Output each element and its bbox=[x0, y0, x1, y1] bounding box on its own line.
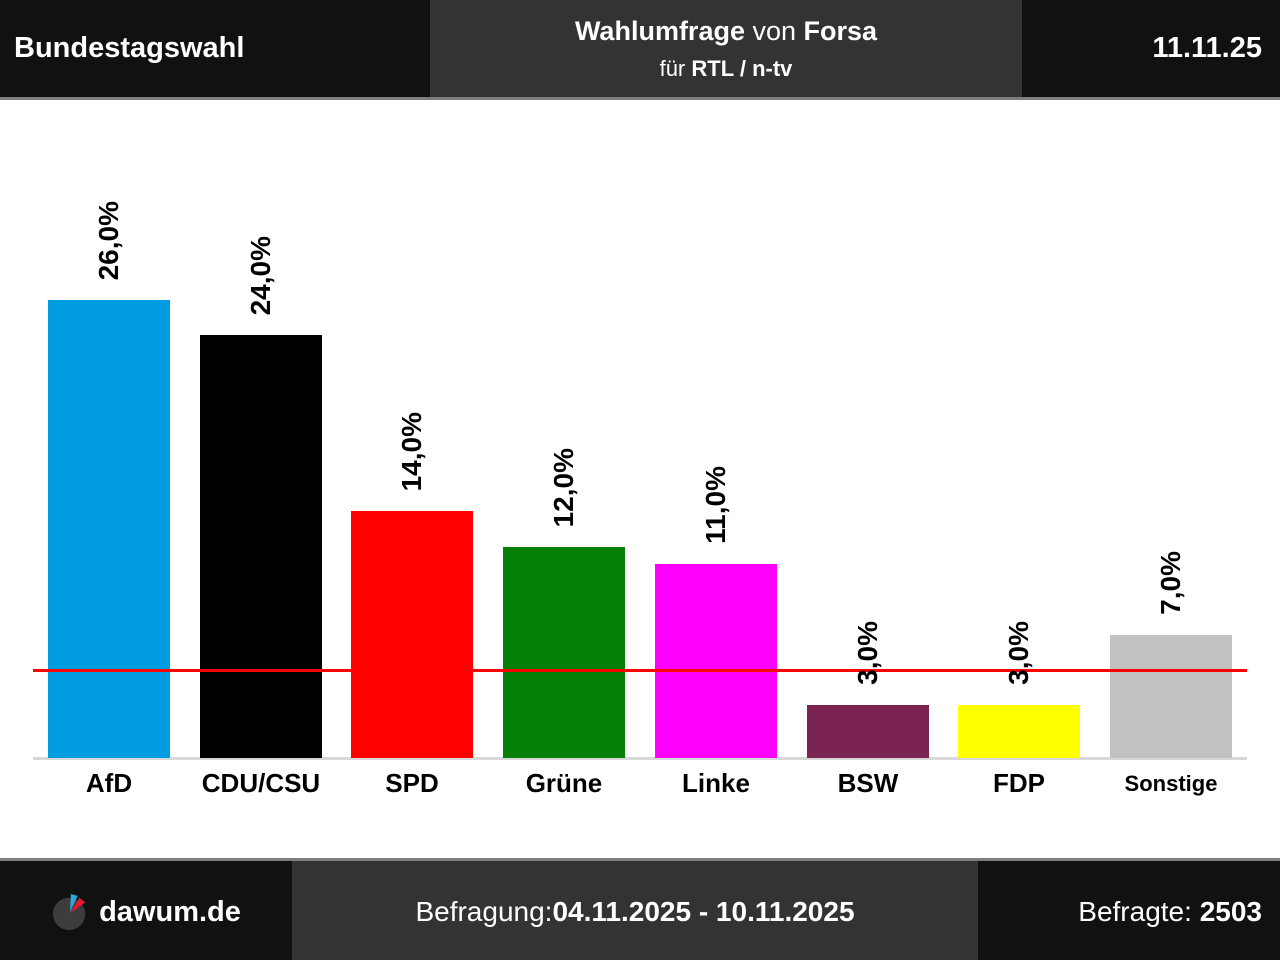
value-label-spd: 14,0% bbox=[396, 411, 427, 491]
value-label-afd: 26,0% bbox=[93, 200, 124, 280]
value-label-cdu-csu: 24,0% bbox=[245, 235, 276, 315]
header: Bundestagswahl Wahlumfrage von Forsa für… bbox=[0, 0, 1280, 100]
bar-fdp bbox=[958, 705, 1080, 758]
bar-sonstige bbox=[1110, 635, 1232, 758]
poll-title-panel: Wahlumfrage von Forsa für RTL / n-tv bbox=[430, 0, 1022, 97]
chart: 26,0% AfD 24,0% CDU/CSU 14,0% SPD 12,0% Grüne 11… bbox=[0, 100, 1280, 858]
poll-title-von: von bbox=[744, 15, 804, 46]
value-label-sonstige: 7,0% bbox=[1155, 551, 1186, 615]
poll-title-type: Wahlumfrage bbox=[574, 15, 745, 46]
respondents-panel: Befragte: 2503 bbox=[978, 861, 1280, 960]
party-label-fdp: FDP bbox=[993, 768, 1045, 798]
publication-date: 11.11.25 bbox=[1022, 0, 1280, 97]
election-title: Bundestagswahl bbox=[0, 0, 430, 97]
bar-cdu-csu bbox=[200, 335, 322, 758]
bar-bsw bbox=[807, 705, 929, 758]
party-label-afd: AfD bbox=[85, 768, 133, 798]
poll-client: RTL / n-tv bbox=[691, 55, 793, 81]
respondents-label: Befragte: bbox=[1078, 896, 1192, 927]
respondents-value: 2503 bbox=[1199, 896, 1262, 927]
value-label-fdp: 3,0% bbox=[1003, 621, 1034, 685]
footer: dawum.de Befragung: 04.11.2025 - 10.11.2… bbox=[0, 858, 1280, 960]
party-label-bsw: BSW bbox=[837, 768, 899, 798]
party-label-spd: SPD bbox=[385, 768, 439, 798]
brand-panel: dawum.de bbox=[0, 861, 292, 960]
bar-gr-ne bbox=[503, 547, 625, 758]
bar-afd bbox=[48, 300, 170, 758]
value-label-linke: 11,0% bbox=[700, 466, 731, 544]
party-label-gr-ne: Grüne bbox=[525, 768, 603, 798]
party-label-sonstige: Sonstige bbox=[1124, 771, 1218, 796]
survey-period-panel: Befragung: 04.11.2025 - 10.11.2025 bbox=[292, 861, 978, 960]
party-label-cdu-csu: CDU/CSU bbox=[201, 768, 321, 798]
value-label-bsw: 3,0% bbox=[852, 621, 883, 685]
dawum-pie-chart-logo-icon bbox=[52, 893, 86, 931]
party-label-linke: Linke bbox=[682, 768, 750, 798]
survey-period-value: 04.11.2025 - 10.11.2025 bbox=[552, 896, 855, 927]
chart-baseline bbox=[33, 757, 1247, 760]
bar-linke bbox=[655, 564, 777, 758]
poll-subtitle: für RTL / n-tv bbox=[660, 56, 793, 82]
five-percent-threshold-line bbox=[33, 669, 1247, 672]
bar-spd bbox=[351, 511, 473, 758]
poll-institute: Forsa bbox=[803, 15, 878, 46]
value-label-gr-ne: 12,0% bbox=[548, 447, 579, 527]
poll-title: Wahlumfrage von Forsa bbox=[575, 16, 877, 47]
survey-period-label: Befragung: bbox=[415, 896, 553, 927]
poll-subtitle-fuer: für bbox=[659, 55, 692, 81]
brand-name: dawum.de bbox=[99, 895, 241, 928]
